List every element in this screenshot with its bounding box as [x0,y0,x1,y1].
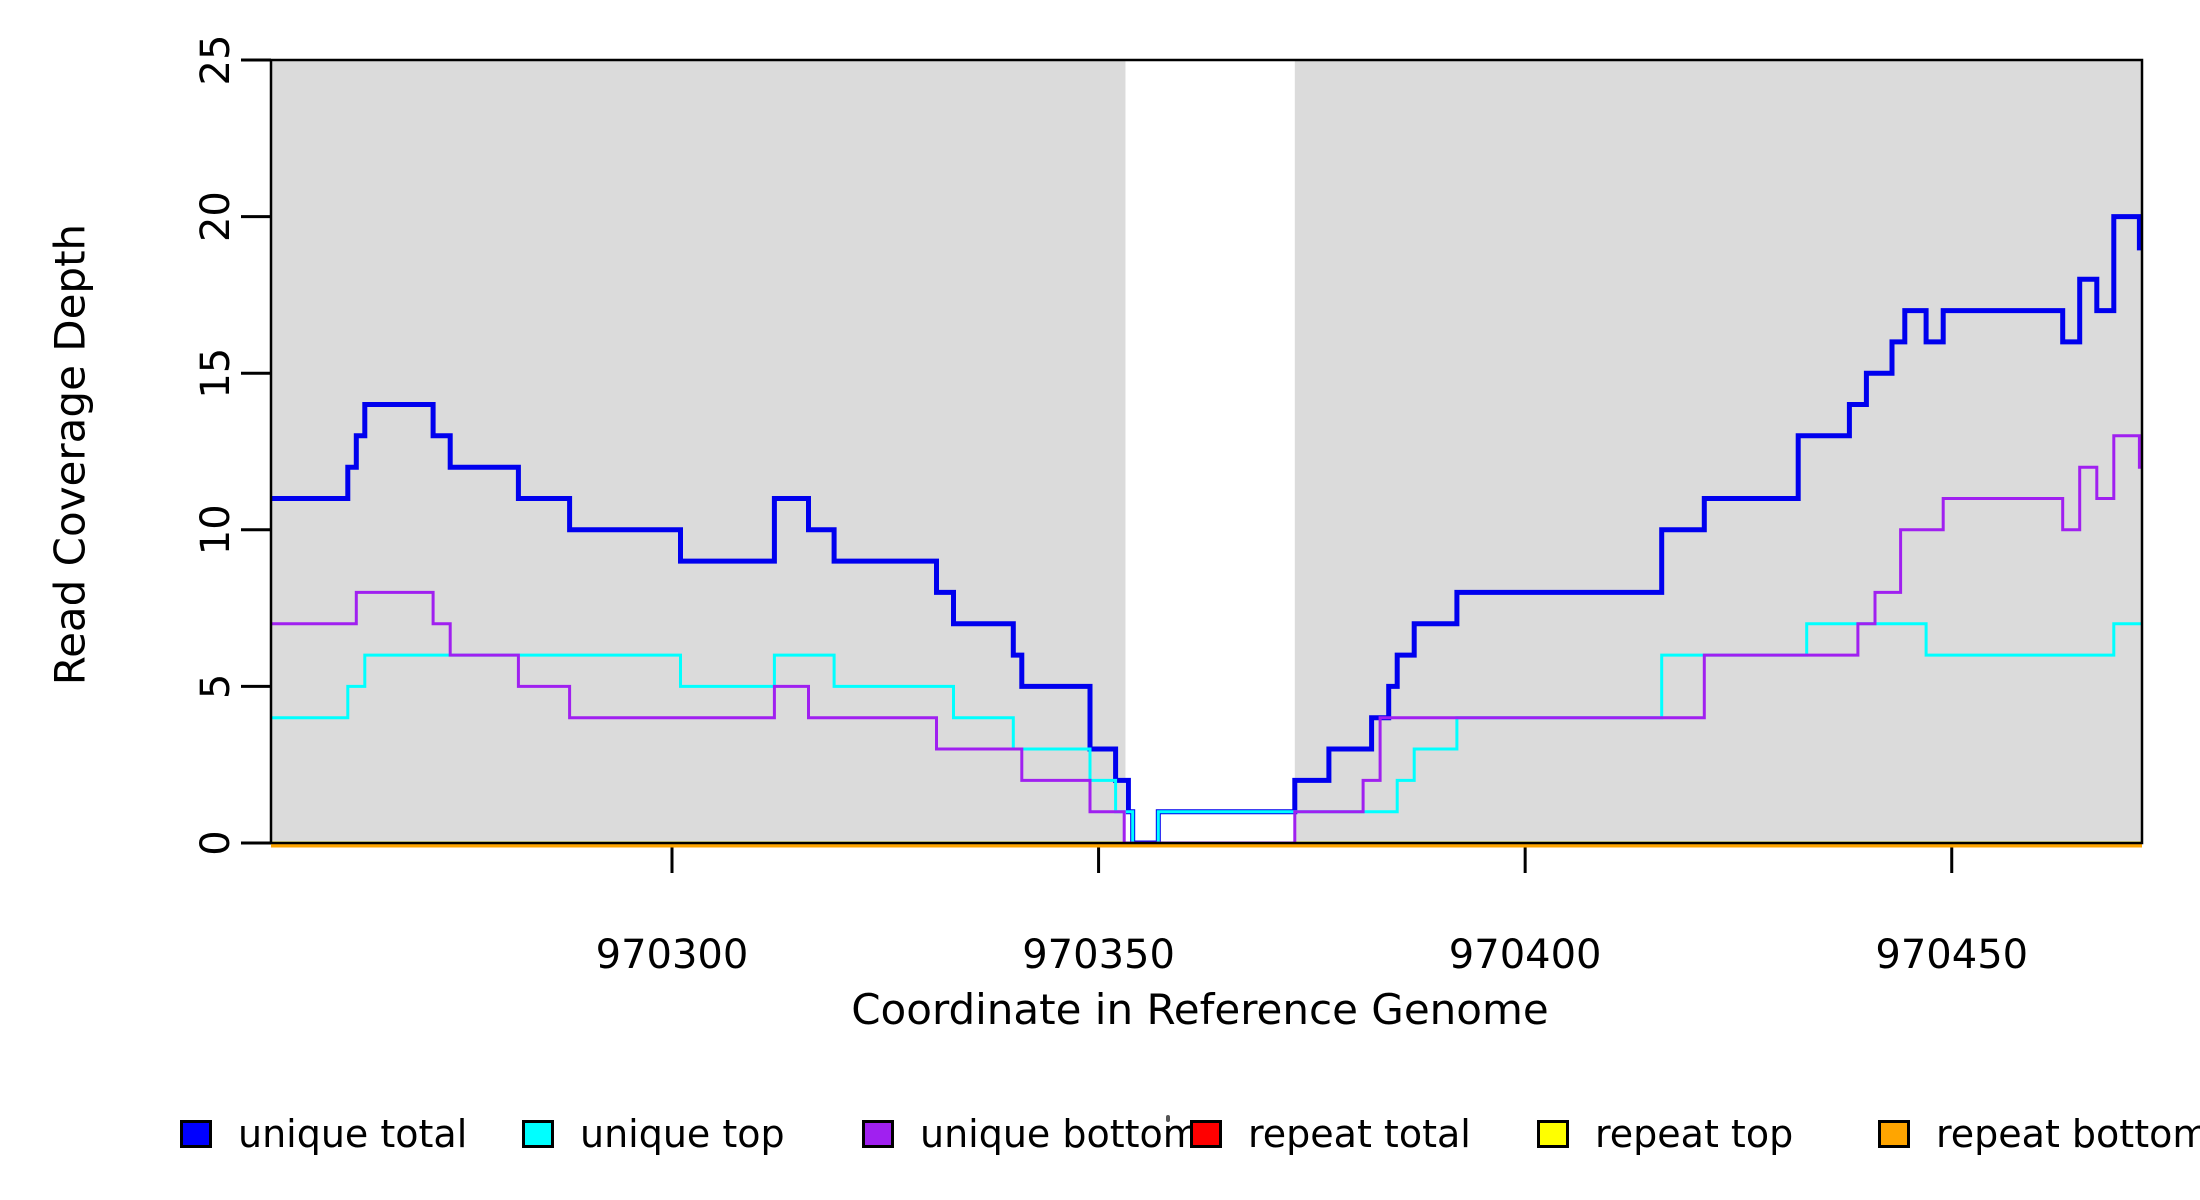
legend-swatch [180,1120,212,1148]
y-axis-title-text: Read Coverage Depth [45,223,95,686]
shaded-region [1294,60,2142,843]
legend-swatch [862,1120,894,1148]
shaded-region [271,60,1126,843]
legend-item-unique-total: unique total [180,1112,467,1156]
legend-swatch [1537,1120,1569,1148]
series-unique-bottom [271,434,2142,845]
y-axis-title: Read Coverage Depth [46,75,95,835]
legend-item-unique-bottom: unique bottom [862,1112,1200,1156]
x-tick-label: 970400 [1449,932,1602,978]
legend-label: unique total [238,1112,468,1156]
legend-item-repeat-top: repeat top [1537,1112,1793,1156]
y-tick-label: 20 [193,191,239,242]
x-tick-label: 970300 [596,932,749,978]
y-tick-label: 25 [193,35,239,86]
x-tick-label: 970450 [1875,932,2028,978]
y-tick-label: 15 [193,348,239,399]
x-axis-title: Coordinate in Reference Genome [0,985,2200,1034]
legend-swatch [1190,1120,1222,1148]
y-tick-label: 10 [193,504,239,555]
legend: unique total unique top unique bottom repea… [0,1112,2200,1162]
legend-label: repeat top [1595,1112,1794,1156]
y-tick-label: 0 [193,830,239,855]
legend-label: repeat total [1248,1112,1471,1156]
y-tick-label: 5 [193,674,239,699]
legend-label: unique top [580,1112,785,1156]
x-tick-label: 970350 [1022,932,1175,978]
x-axis-title-text: Coordinate in Reference Genome [851,985,1549,1034]
legend-label: repeat bottom [1936,1112,2200,1156]
legend-item-repeat-bottom: repeat bottom [1878,1112,2200,1156]
legend-item-unique-top: unique top [522,1112,785,1156]
stray-mark [1166,1115,1170,1122]
legend-swatch [1878,1120,1910,1148]
plot-border [269,58,2144,845]
series-unique-total [271,214,2142,846]
legend-label: unique bottom [920,1112,1200,1156]
legend-item-repeat-total: repeat total [1190,1112,1471,1156]
legend-swatch [522,1120,554,1148]
